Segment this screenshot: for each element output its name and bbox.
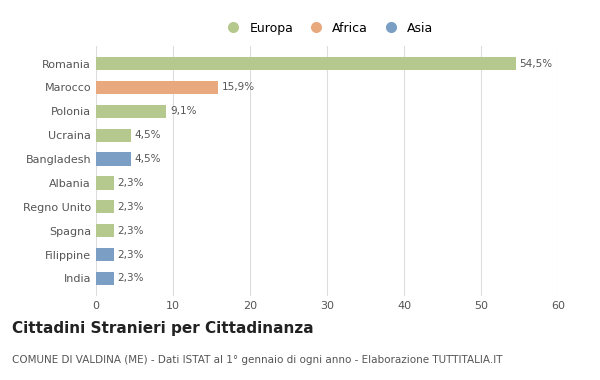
Bar	[96, 105, 166, 118]
Text: 54,5%: 54,5%	[520, 59, 553, 68]
Bar	[96, 200, 114, 214]
Text: 2,3%: 2,3%	[118, 202, 144, 212]
Text: 2,3%: 2,3%	[118, 250, 144, 260]
Text: COMUNE DI VALDINA (ME) - Dati ISTAT al 1° gennaio di ogni anno - Elaborazione TU: COMUNE DI VALDINA (ME) - Dati ISTAT al 1…	[12, 355, 503, 365]
Bar	[96, 248, 114, 261]
Text: Cittadini Stranieri per Cittadinanza: Cittadini Stranieri per Cittadinanza	[12, 321, 314, 336]
Text: 4,5%: 4,5%	[134, 154, 161, 164]
Bar	[96, 272, 114, 285]
Text: 2,3%: 2,3%	[118, 226, 144, 236]
Bar	[96, 224, 114, 237]
Bar	[96, 57, 515, 70]
Legend: Europa, Africa, Asia: Europa, Africa, Asia	[216, 17, 438, 40]
Text: 9,1%: 9,1%	[170, 106, 196, 116]
Bar	[96, 176, 114, 190]
Text: 2,3%: 2,3%	[118, 178, 144, 188]
Text: 15,9%: 15,9%	[222, 82, 256, 92]
Text: 4,5%: 4,5%	[134, 130, 161, 140]
Text: 2,3%: 2,3%	[118, 274, 144, 283]
Bar	[96, 81, 218, 94]
Bar	[96, 152, 131, 166]
Bar	[96, 128, 131, 142]
